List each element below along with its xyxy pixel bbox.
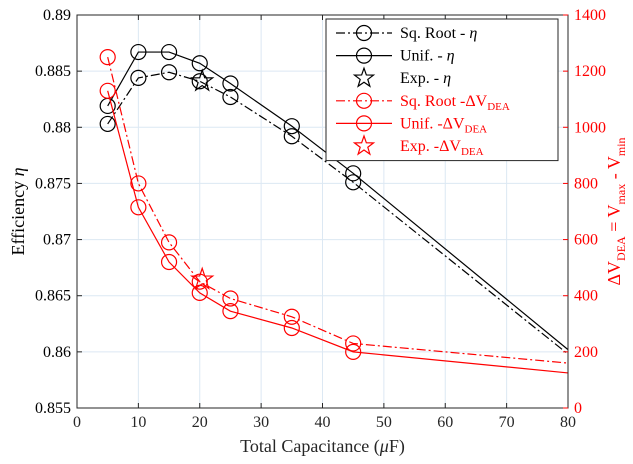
series-line (107, 56, 569, 364)
legend: Sq. Root - η Unif. - η Exp. - η Sq. Root -Δ… (325, 18, 559, 162)
data-point (222, 88, 239, 106)
x-tick-label: 20 (192, 414, 208, 431)
x-tick-label: 50 (376, 414, 392, 431)
data-point (345, 343, 362, 360)
y-left-tick-label: 0.89 (43, 7, 71, 24)
x-tick-label: 80 (560, 414, 576, 431)
legend-label: Exp. - η (400, 70, 451, 87)
data-point (283, 319, 300, 337)
series-line (107, 71, 569, 355)
series-5 (189, 266, 215, 290)
series-line (107, 51, 569, 351)
x-tick-label: 40 (315, 414, 331, 431)
y-left-tick-label: 0.875 (35, 175, 71, 192)
legend-marker (355, 24, 373, 42)
data-point-star (189, 266, 215, 290)
legend-label: Sq. Root - η (400, 25, 477, 42)
y-right-tick-label: 800 (574, 175, 598, 192)
data-point (130, 175, 147, 192)
data-point (283, 128, 300, 145)
data-point (99, 49, 116, 66)
y-left-tick-label: 0.885 (35, 63, 71, 80)
data-point (130, 43, 147, 61)
y-right-tick-label: 1200 (574, 63, 606, 80)
data-point (222, 290, 239, 307)
data-point (99, 82, 116, 99)
legend-label: Exp. -ΔVDEA (400, 138, 484, 158)
data-point (130, 199, 147, 216)
data-point (222, 75, 239, 92)
data-point (160, 253, 178, 271)
x-tick-label: 70 (499, 414, 515, 431)
data-point (345, 174, 362, 191)
data-point (160, 64, 178, 81)
data-point-star (189, 68, 215, 92)
ticks: 0 10 20 30 40 50 60 70 80 0.855 0.86 0.865 0.87 0.875… (35, 7, 606, 431)
x-tick-label: 60 (437, 414, 453, 431)
legend-marker (355, 47, 373, 64)
y-right-tick-label: 1000 (574, 119, 606, 136)
legend-label: Unif. -ΔVDEA (400, 115, 487, 135)
legend-marker (352, 134, 376, 156)
legend-marker (352, 66, 376, 88)
legend-label: Sq. Root -ΔVDEA (400, 93, 510, 113)
data-point (130, 69, 147, 86)
series-1 (99, 43, 569, 351)
data-point (283, 308, 300, 325)
data-point (191, 55, 208, 72)
y-axis-right-label: ΔVDEA = Vmax - Vmin (604, 137, 628, 285)
legend-marker (355, 115, 373, 132)
data-point (99, 115, 116, 133)
series-4 (99, 82, 569, 374)
y-left-tick-label: 0.865 (35, 288, 71, 305)
x-tick-label: 0 (73, 414, 81, 431)
data-point (160, 43, 178, 61)
x-tick-label: 30 (253, 414, 269, 431)
y-left-tick-label: 0.86 (43, 344, 71, 361)
data-point (222, 303, 239, 320)
data-point (345, 335, 362, 352)
series-2 (189, 68, 215, 92)
legend-marker (355, 92, 373, 109)
y-axis-left-label: Efficiency η (8, 167, 28, 255)
y-left-tick-label: 0.855 (35, 400, 71, 417)
data-point (283, 118, 300, 135)
y-left-tick-label: 0.88 (43, 119, 71, 136)
data-point (345, 165, 362, 182)
legend-label: Unif. - η (400, 48, 455, 65)
x-axis-label: Total Capacitance (μF) (240, 436, 405, 457)
series-line (107, 90, 569, 374)
y-right-tick-label: 1400 (574, 7, 606, 24)
series-layer (99, 43, 569, 374)
series-3 (99, 49, 569, 364)
y-right-tick-label: 400 (574, 288, 598, 305)
y-right-tick-label: 200 (574, 344, 598, 361)
data-point (160, 234, 178, 251)
y-right-tick-label: 0 (574, 400, 582, 417)
y-right-tick-label: 600 (574, 232, 598, 249)
y-left-tick-label: 0.87 (43, 232, 71, 249)
x-tick-label: 10 (130, 414, 146, 431)
